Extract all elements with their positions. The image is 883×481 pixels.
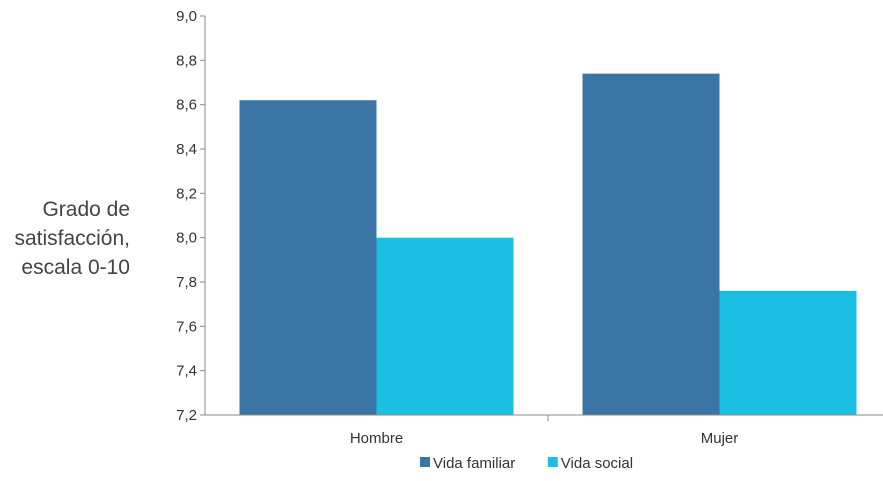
legend-swatch — [420, 457, 430, 467]
y-tick-label: 7,6 — [176, 318, 197, 335]
bar-vida-social-mujer — [719, 290, 857, 415]
y-axis-label-line-3: escala 0-10 — [21, 256, 130, 279]
y-tick-label: 7,4 — [176, 363, 197, 380]
y-tick-label: 9,0 — [176, 8, 197, 25]
y-tick-label: 8,6 — [176, 97, 197, 114]
y-tick-label: 7,8 — [176, 274, 197, 291]
x-tick-label: Mujer — [701, 430, 739, 447]
y-axis-label-line-2: satisfacción, — [14, 227, 130, 250]
bar-vida-social-hombre — [376, 237, 514, 415]
bar-vida-familiar-hombre — [239, 100, 377, 415]
x-tick-label: Hombre — [350, 430, 403, 447]
axes-group: 7,2 7,4 7,6 7,8 8,0 8,2 8,4 8,6 8,8 9,0 Hombre Muje… — [176, 8, 883, 447]
y-tick-label: 7,2 — [176, 407, 197, 424]
legend: Vida familiar Vida social — [420, 455, 633, 472]
y-axis-label: Grado de satisfacción, escala 0-10 — [14, 198, 130, 279]
y-tick-label: 8,0 — [176, 230, 197, 247]
legend-label: Vida familiar — [433, 455, 515, 472]
bar-vida-familiar-mujer — [582, 73, 720, 415]
bars-group — [239, 73, 857, 415]
y-axis-label-line-1: Grado de — [42, 198, 130, 221]
legend-swatch — [547, 457, 558, 467]
y-tick-label: 8,4 — [176, 141, 197, 158]
y-tick-label: 8,2 — [176, 185, 197, 202]
y-tick-label: 8,8 — [176, 52, 197, 69]
legend-label: Vida social — [561, 455, 633, 472]
